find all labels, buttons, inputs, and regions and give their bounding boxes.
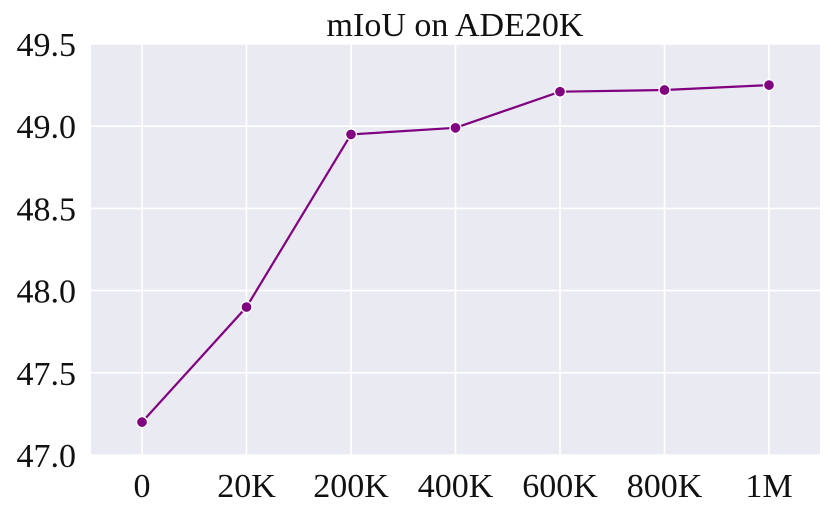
data-point <box>658 83 671 97</box>
x-tick-label: 0 <box>134 468 151 505</box>
data-point <box>344 128 358 141</box>
x-tick-label: 200K <box>313 468 389 505</box>
y-tick-label: 48.5 <box>17 191 77 228</box>
x-tick-label: 400K <box>418 468 494 505</box>
y-tick-label: 47.5 <box>17 356 77 393</box>
y-tick-label: 48.0 <box>17 274 77 311</box>
data-points <box>135 78 776 429</box>
x-tick-label: 20K <box>217 468 276 505</box>
x-tick-label: 1M <box>745 468 792 505</box>
x-tick-label: 800K <box>627 468 703 505</box>
data-point <box>762 78 776 92</box>
data-point <box>553 85 567 98</box>
grid-lines <box>91 43 820 456</box>
chart-title: mIoU on ADE20K <box>327 7 584 44</box>
x-tick-labels: 0 20K 200K 400K 600K 800K 1M <box>134 468 793 505</box>
y-tick-label: 49.5 <box>17 27 77 64</box>
y-tick-label: 49.0 <box>17 109 77 146</box>
y-tick-labels: 47.0 47.5 48.0 48.5 49.0 49.5 <box>17 27 77 475</box>
data-point <box>240 300 253 314</box>
x-tick-label: 600K <box>522 468 598 505</box>
y-tick-label: 47.0 <box>17 438 77 475</box>
data-point <box>135 415 149 429</box>
data-point <box>449 121 462 134</box>
